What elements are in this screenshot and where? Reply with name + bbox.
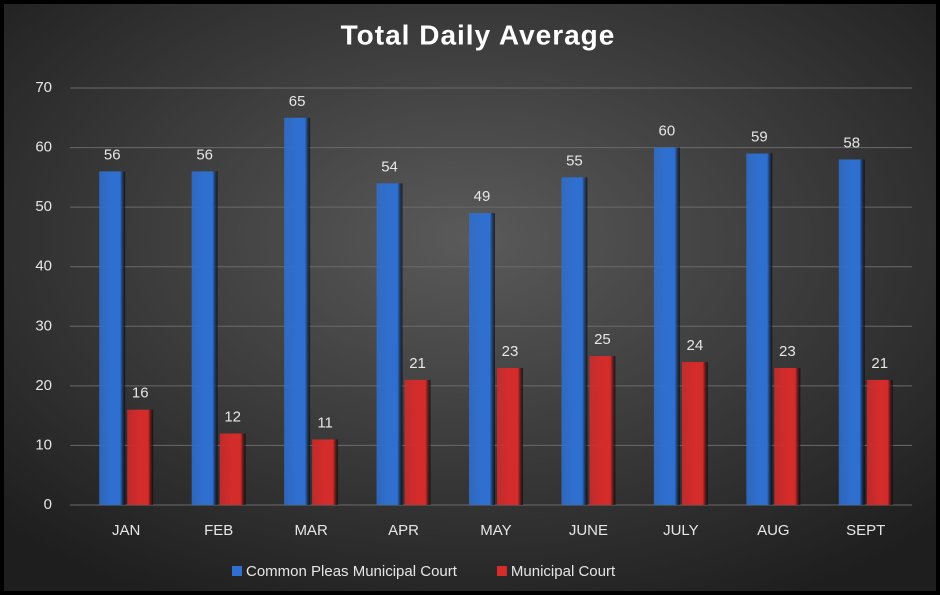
data-label: 24: [687, 337, 704, 354]
legend-swatch: [232, 566, 242, 576]
y-tick-label: 30: [35, 317, 52, 334]
bar: [589, 356, 616, 505]
x-tick-label: SEPT: [846, 522, 885, 539]
x-tick-label: JULY: [663, 522, 699, 539]
chart-title: Total Daily Average: [341, 19, 616, 50]
bar: [561, 177, 588, 505]
x-tick-label: MAY: [480, 522, 511, 539]
bar: [404, 379, 431, 505]
data-label: 21: [871, 355, 888, 372]
data-label: 12: [224, 408, 241, 425]
data-label: 23: [779, 343, 796, 360]
bar: [681, 362, 708, 505]
data-label: 56: [196, 146, 213, 163]
bar: [219, 433, 246, 505]
x-tick-label: JAN: [112, 522, 140, 539]
data-label: 60: [659, 123, 676, 140]
data-label: 58: [843, 134, 860, 151]
y-tick-label: 10: [35, 436, 52, 453]
bar: [99, 171, 126, 505]
bar: [376, 183, 403, 506]
x-tick-label: AUG: [757, 522, 790, 539]
y-tick-label: 20: [35, 377, 52, 394]
data-label: 23: [502, 343, 519, 360]
data-label: 49: [474, 188, 491, 205]
x-tick-label: JUNE: [569, 522, 608, 539]
bar: [469, 213, 495, 505]
data-label: 55: [566, 152, 583, 169]
x-tick-label: MAR: [294, 522, 328, 539]
bar: [746, 153, 773, 505]
y-tick-label: 0: [44, 496, 52, 513]
data-label: 16: [132, 385, 149, 402]
bar: [838, 159, 865, 505]
bar: [653, 147, 680, 506]
legend-label: Common Pleas Municipal Court: [246, 563, 458, 580]
x-tick-label: APR: [388, 522, 419, 539]
y-tick-label: 40: [35, 258, 52, 275]
data-label: 59: [751, 128, 768, 145]
bar: [774, 367, 801, 505]
bar: [312, 439, 339, 505]
bar: [284, 117, 311, 506]
data-label: 25: [594, 331, 611, 348]
y-tick-label: 70: [35, 79, 52, 96]
bar: [866, 379, 893, 505]
legend-label: Municipal Court: [511, 563, 616, 580]
bar: [191, 171, 218, 505]
data-label: 65: [289, 93, 306, 110]
bar: [497, 367, 523, 505]
data-label: 11: [317, 414, 333, 431]
data-label: 21: [409, 355, 426, 372]
y-tick-label: 60: [35, 139, 52, 156]
data-label: 54: [381, 158, 398, 175]
data-label: 56: [104, 146, 121, 163]
legend-swatch: [496, 566, 507, 576]
x-tick-label: FEB: [204, 522, 233, 539]
bar: [127, 409, 154, 505]
y-tick-label: 50: [35, 198, 52, 215]
